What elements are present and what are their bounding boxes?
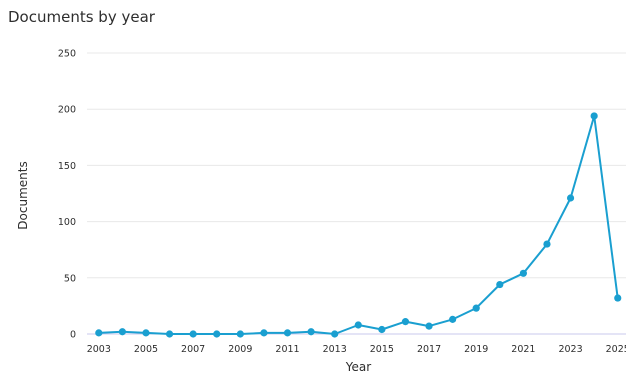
y-tick-labels: 0 50 100 150 200 250 <box>58 49 76 341</box>
data-point[interactable] <box>189 330 197 338</box>
data-point[interactable] <box>566 194 575 202</box>
data-point[interactable] <box>543 240 551 248</box>
x-tick-label: 2025 <box>606 344 626 355</box>
data-point[interactable] <box>283 329 292 337</box>
data-point[interactable] <box>165 330 174 338</box>
data-point[interactable] <box>354 321 362 329</box>
y-tick-label: 250 <box>58 49 76 60</box>
x-tick-label: 2011 <box>275 344 299 355</box>
data-point[interactable] <box>213 330 221 338</box>
x-tick-label: 2013 <box>323 344 347 355</box>
data-point[interactable] <box>590 112 598 120</box>
y-tick-label: 200 <box>58 105 76 116</box>
x-axis-label: Year <box>345 360 371 374</box>
data-point[interactable] <box>378 325 386 334</box>
data-point[interactable] <box>260 329 268 337</box>
data-point[interactable] <box>236 330 244 338</box>
x-tick-label: 2007 <box>181 344 205 355</box>
x-tick-label: 2023 <box>558 344 582 355</box>
data-point[interactable] <box>472 304 480 312</box>
y-tick-label: 50 <box>64 273 76 284</box>
data-point[interactable] <box>307 328 315 336</box>
y-axis-label: Documents <box>16 161 30 229</box>
data-point[interactable] <box>449 315 457 323</box>
x-tick-label: 2021 <box>511 344 535 355</box>
chart-title: Documents by year <box>8 8 155 26</box>
gridlines <box>87 52 626 335</box>
series-line <box>98 114 619 335</box>
data-point[interactable] <box>496 280 504 289</box>
x-tick-label: 2017 <box>417 344 441 355</box>
y-tick-label: 150 <box>58 161 76 172</box>
data-point[interactable] <box>401 318 410 326</box>
x-tick-labels: 2003 2005 2007 2009 2011 2013 2015 2017 2019 2021… <box>87 344 626 355</box>
x-tick-label: 2003 <box>87 344 111 355</box>
data-point[interactable] <box>142 329 150 337</box>
x-tick-label: 2019 <box>464 344 488 355</box>
data-point[interactable] <box>95 329 103 337</box>
data-point[interactable] <box>614 294 622 302</box>
x-tick-label: 2009 <box>228 344 252 355</box>
data-point[interactable] <box>519 269 527 277</box>
data-point[interactable] <box>425 322 433 330</box>
x-tick-label: 2015 <box>370 344 394 355</box>
y-tick-label: 100 <box>58 217 76 228</box>
data-points <box>95 112 622 338</box>
y-tick-label: 0 <box>70 330 76 341</box>
data-point[interactable] <box>331 330 339 338</box>
x-tick-label: 2005 <box>134 344 158 355</box>
data-point[interactable] <box>118 328 126 336</box>
